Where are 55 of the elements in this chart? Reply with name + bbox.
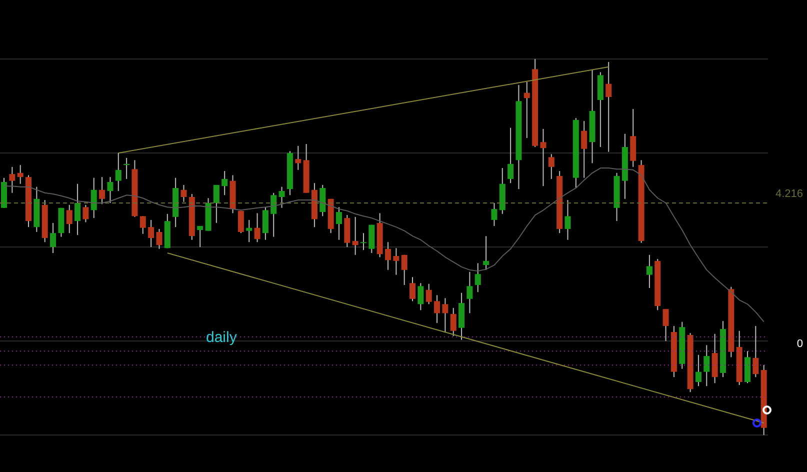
candlestick: [50, 222, 56, 254]
candlestick: [695, 354, 702, 387]
candlestick: [82, 204, 89, 223]
candlestick: [90, 177, 97, 219]
candlestick: [148, 219, 154, 248]
candlestick: [524, 81, 530, 138]
candlestick: [564, 200, 571, 240]
candlestick: [180, 184, 187, 202]
candlestick: [483, 236, 490, 270]
candlestick: [262, 206, 268, 240]
candlestick: [222, 170, 228, 196]
candlestick: [9, 166, 16, 194]
candlestick: [410, 276, 416, 302]
candlestick: [17, 164, 24, 184]
candlestick: [295, 145, 302, 170]
candlestick: [156, 228, 162, 250]
text: 4.216: [775, 188, 803, 200]
candlestick: [434, 294, 440, 324]
candlestick: [442, 298, 448, 332]
candlestick: [352, 216, 358, 256]
candlestick: [99, 176, 106, 205]
candlestick: [426, 283, 432, 305]
candlestick: [197, 225, 204, 248]
candlestick: [336, 206, 342, 240]
candlestick: [548, 154, 554, 180]
candlestick: [74, 183, 81, 236]
annotation: daily: [206, 329, 237, 346]
candlestick: [450, 307, 456, 337]
candlestick: [466, 271, 473, 314]
candlestick: [606, 62, 612, 152]
candlestick: [66, 204, 72, 234]
candlestick: [393, 248, 400, 276]
candlestick: [704, 344, 710, 387]
candlestick: [238, 210, 244, 234]
candlestick: [491, 202, 498, 226]
candlestick: [278, 186, 285, 208]
candlestick: [360, 232, 366, 251]
candlestick: [508, 127, 514, 184]
candlestick: [254, 212, 260, 243]
candlestick: [140, 216, 146, 234]
candlestick: [213, 184, 220, 224]
candlestick: [752, 325, 759, 378]
candlestick: [662, 308, 669, 342]
candlestick: [418, 282, 424, 311]
candlestick: [401, 254, 408, 286]
candlestick: [246, 219, 252, 243]
candlestick: [474, 262, 481, 293]
candlestick: [646, 254, 652, 288]
candlestick: [270, 192, 277, 238]
candlestick: [385, 242, 391, 270]
candlestick: [581, 120, 588, 178]
candlestick: [540, 128, 546, 187]
ref-line-label: 0: [796, 338, 803, 350]
candlestick: [115, 152, 122, 192]
candlestick: [107, 176, 114, 204]
